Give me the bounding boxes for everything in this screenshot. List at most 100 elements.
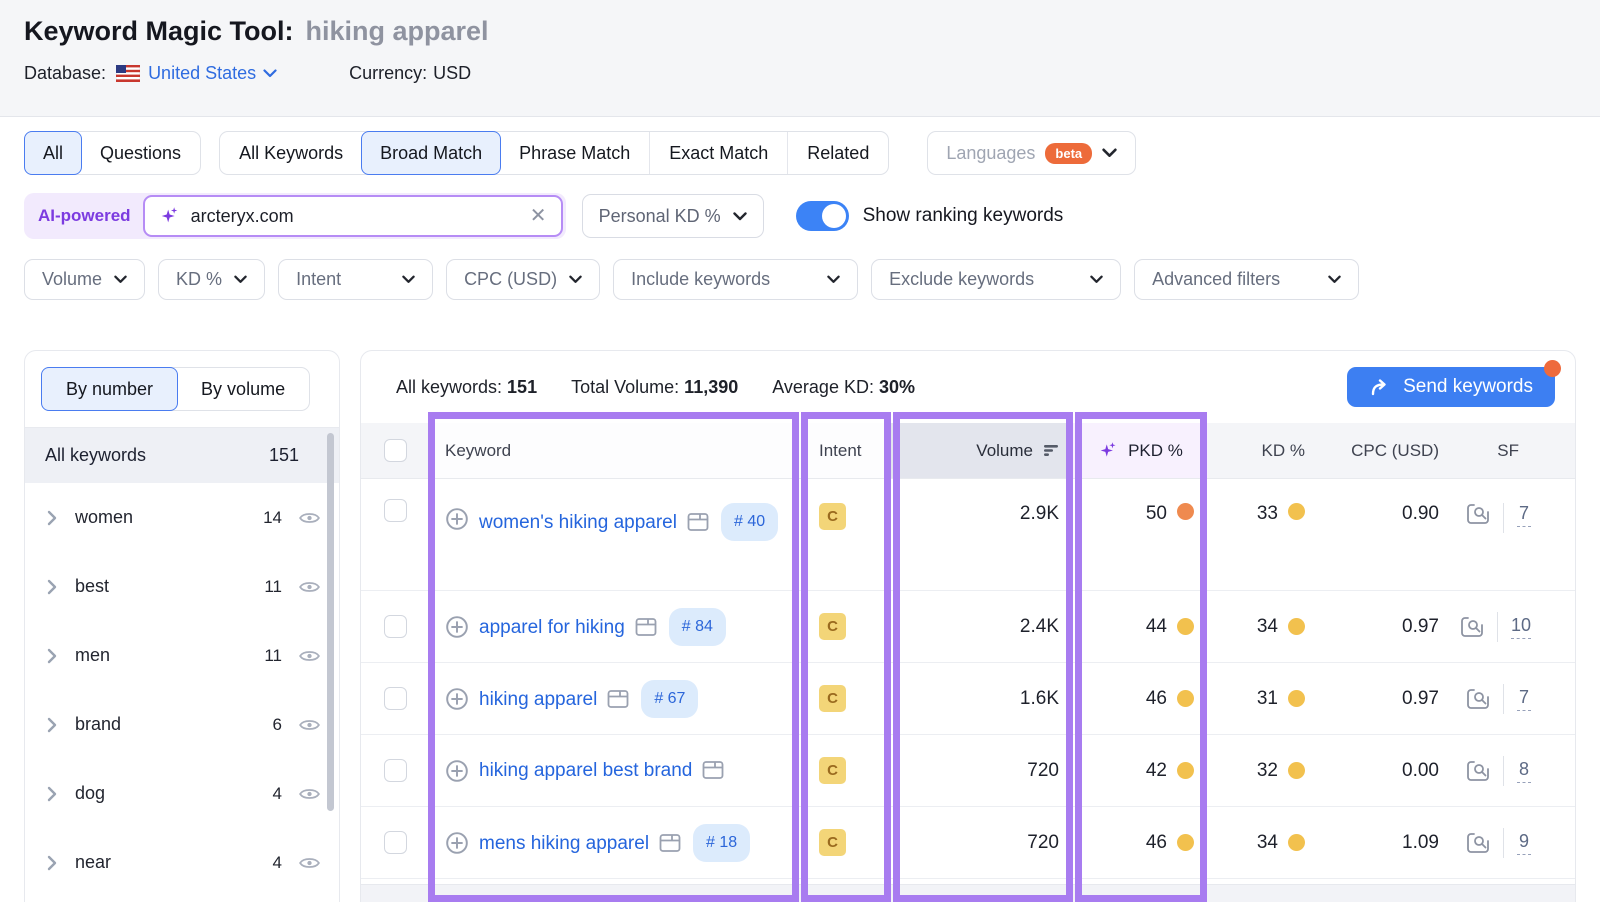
tab-phrase-match[interactable]: Phrase Match bbox=[519, 142, 631, 163]
sidebar-item-best[interactable]: best 11 bbox=[25, 552, 339, 621]
tab-questions[interactable]: Questions bbox=[100, 142, 182, 163]
filter-intent[interactable]: Intent bbox=[278, 259, 434, 300]
table-row: apparel for hiking # 84 C 2.4K 44 34 0.97… bbox=[361, 591, 1575, 663]
serp-preview-icon[interactable] bbox=[1466, 832, 1490, 854]
select-all-checkbox[interactable] bbox=[383, 439, 407, 462]
serp-features-icon[interactable] bbox=[659, 833, 681, 853]
sf-count-link[interactable]: 8 bbox=[1517, 759, 1531, 783]
row-checkbox[interactable] bbox=[383, 615, 407, 638]
add-keyword-icon[interactable] bbox=[445, 687, 469, 711]
keyword-link[interactable]: hiking apparel bbox=[479, 688, 598, 710]
show-ranking-keywords-label: Show ranking keywords bbox=[862, 205, 1064, 226]
column-header-kd[interactable]: KD % bbox=[1261, 440, 1305, 460]
pkd-value: 46 bbox=[1145, 831, 1167, 853]
add-keyword-icon[interactable] bbox=[445, 759, 469, 783]
keyword-link[interactable]: hiking apparel best brand bbox=[479, 759, 693, 781]
eye-icon[interactable] bbox=[298, 648, 321, 664]
sidebar-item-near[interactable]: near 4 bbox=[25, 828, 339, 897]
show-ranking-keywords-toggle[interactable] bbox=[795, 201, 849, 231]
sparkle-icon bbox=[161, 207, 177, 223]
column-header-pkd[interactable]: PKD % bbox=[1073, 423, 1208, 478]
chevron-right-icon bbox=[47, 579, 57, 595]
add-keyword-icon[interactable] bbox=[445, 831, 469, 855]
row-checkbox[interactable] bbox=[383, 499, 407, 522]
serp-preview-icon[interactable] bbox=[1466, 503, 1490, 525]
clear-search-icon[interactable]: ✕ bbox=[529, 205, 547, 227]
filter-kd[interactable]: KD % bbox=[158, 259, 266, 300]
column-header-keyword[interactable]: Keyword bbox=[429, 423, 801, 478]
pkd-difficulty-dot bbox=[1177, 690, 1194, 707]
divider bbox=[1503, 683, 1504, 714]
column-header-volume[interactable]: Volume bbox=[891, 423, 1073, 478]
beta-badge: beta bbox=[1045, 142, 1093, 164]
sf-count-link[interactable]: 7 bbox=[1517, 687, 1531, 711]
serp-preview-icon[interactable] bbox=[1466, 760, 1490, 782]
ranking-position-badge[interactable]: # 67 bbox=[641, 679, 699, 718]
column-header-cpc[interactable]: CPC (USD) bbox=[1351, 440, 1439, 460]
filter-advanced[interactable]: Advanced filters bbox=[1134, 259, 1360, 300]
eye-icon[interactable] bbox=[298, 579, 321, 595]
serp-features-icon[interactable] bbox=[607, 689, 629, 709]
row-checkbox[interactable] bbox=[383, 759, 407, 782]
sf-count-link[interactable]: 9 bbox=[1517, 831, 1531, 855]
keyword-link[interactable]: apparel for hiking bbox=[479, 616, 625, 638]
personal-kd-dropdown[interactable]: Personal KD % bbox=[581, 194, 764, 238]
sf-count-link[interactable]: 7 bbox=[1517, 503, 1531, 527]
tab-by-volume[interactable]: By volume bbox=[201, 378, 286, 399]
kd-difficulty-dot bbox=[1288, 834, 1305, 851]
tab-by-number[interactable]: By number bbox=[41, 367, 179, 411]
tab-exact-match[interactable]: Exact Match bbox=[649, 132, 787, 174]
ranking-position-badge[interactable]: # 40 bbox=[720, 503, 779, 541]
serp-preview-icon[interactable] bbox=[1460, 616, 1484, 638]
page-title: Keyword Magic Tool: bbox=[24, 16, 294, 46]
filter-cpc[interactable]: CPC (USD) bbox=[446, 259, 601, 300]
filter-exclude-keywords[interactable]: Exclude keywords bbox=[871, 259, 1122, 300]
filter-volume[interactable]: Volume bbox=[24, 259, 146, 300]
keyword-link[interactable]: mens hiking apparel bbox=[479, 832, 650, 854]
kd-difficulty-dot bbox=[1288, 618, 1305, 635]
keyword-search-input[interactable] bbox=[190, 205, 520, 227]
languages-dropdown[interactable]: Languages beta bbox=[927, 131, 1137, 175]
chevron-right-icon bbox=[47, 648, 57, 664]
sidebar-item-women[interactable]: women 14 bbox=[25, 483, 339, 552]
tab-all[interactable]: All bbox=[24, 131, 83, 175]
sidebar-scrollbar[interactable] bbox=[327, 433, 334, 811]
serp-features-icon[interactable] bbox=[635, 617, 657, 637]
tab-related[interactable]: Related bbox=[787, 132, 888, 174]
database-selector[interactable]: United States bbox=[148, 63, 277, 84]
add-keyword-icon[interactable] bbox=[445, 615, 469, 639]
eye-icon[interactable] bbox=[298, 786, 321, 802]
database-value: United States bbox=[148, 63, 257, 83]
tab-all-keywords[interactable]: All Keywords bbox=[239, 142, 344, 163]
serp-features-icon[interactable] bbox=[687, 512, 709, 532]
volume-value: 720 bbox=[1027, 831, 1059, 853]
tab-broad-match[interactable]: Broad Match bbox=[361, 131, 502, 175]
add-keyword-icon[interactable] bbox=[445, 507, 469, 531]
chevron-down-icon bbox=[827, 275, 840, 283]
column-header-intent[interactable]: Intent bbox=[801, 423, 891, 478]
eye-icon[interactable] bbox=[298, 855, 321, 871]
ranking-position-badge[interactable]: # 84 bbox=[668, 607, 726, 646]
kd-value: 34 bbox=[1256, 831, 1278, 853]
sidebar-item-brand[interactable]: brand 6 bbox=[25, 690, 339, 759]
scope-tab-group: All Questions bbox=[24, 131, 202, 175]
pkd-difficulty-dot bbox=[1177, 618, 1194, 635]
all-keywords-count: 151 bbox=[268, 445, 299, 465]
ranking-position-badge[interactable]: # 18 bbox=[693, 823, 751, 862]
kd-value: 32 bbox=[1256, 759, 1278, 781]
filter-include-keywords[interactable]: Include keywords bbox=[613, 259, 859, 300]
sidebar-item-men[interactable]: men 11 bbox=[25, 621, 339, 690]
row-checkbox[interactable] bbox=[383, 831, 407, 854]
eye-icon[interactable] bbox=[298, 717, 321, 733]
row-checkbox[interactable] bbox=[383, 687, 407, 710]
sidebar-item-dog[interactable]: dog 4 bbox=[25, 759, 339, 828]
eye-icon[interactable] bbox=[298, 510, 321, 526]
send-keywords-button[interactable]: Send keywords bbox=[1347, 360, 1561, 407]
keyword-link[interactable]: women's hiking apparel bbox=[479, 512, 677, 533]
serp-features-icon[interactable] bbox=[702, 760, 724, 780]
column-header-sf[interactable]: SF bbox=[1497, 440, 1519, 460]
serp-preview-icon[interactable] bbox=[1466, 688, 1490, 710]
sf-count-link[interactable]: 10 bbox=[1510, 615, 1531, 639]
sidebar-item-all-keywords[interactable]: All keywords 151 bbox=[25, 427, 339, 483]
